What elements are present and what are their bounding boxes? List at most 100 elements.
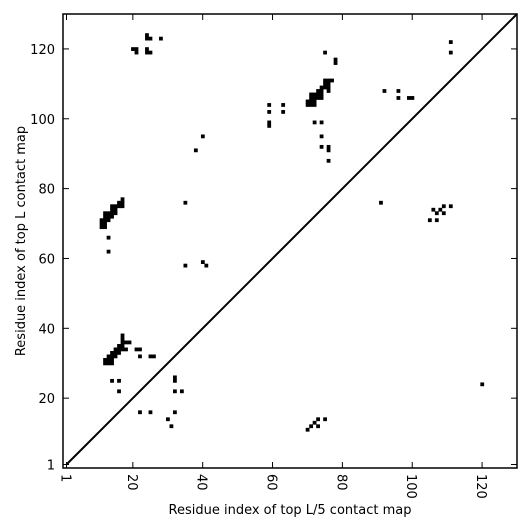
contact-point-top-L xyxy=(319,89,324,93)
contact-point-top-L xyxy=(113,207,118,212)
contact-point-top-L xyxy=(148,36,153,41)
x-axis-title: Residue index of top L/5 contact map xyxy=(169,503,412,518)
contact-point-top-L xyxy=(330,78,334,83)
y-axis-title: Residue index of top L contact map xyxy=(14,126,29,356)
contact-point-top-L xyxy=(183,200,188,205)
contact-point-top-L xyxy=(323,78,327,83)
contact-point-top-L xyxy=(120,347,125,352)
y-tick-label: 1 xyxy=(47,459,55,474)
x-tick-label: 120 xyxy=(473,474,488,499)
contact-point-top-L xyxy=(110,207,114,212)
contact-point-top-L xyxy=(316,96,320,100)
contact-point-top-L xyxy=(309,103,313,107)
contact-point-top-L xyxy=(406,96,411,100)
contact-point-top-L xyxy=(145,47,149,51)
contact-point-top-L xyxy=(323,50,327,55)
contact-point-top-L xyxy=(434,211,439,216)
contact-point-top-L xyxy=(312,92,317,97)
x-axis: 1 20 40 60 80 100 120 xyxy=(57,14,488,499)
contact-point-top-L xyxy=(204,263,209,268)
contact-point-top-L xyxy=(106,357,111,362)
contact-point-top-L xyxy=(110,361,114,366)
contact-point-top-L xyxy=(113,351,118,355)
contact-point-top-L xyxy=(431,207,436,212)
contact-point-top-L xyxy=(120,204,125,209)
contact-point-top-L xyxy=(326,89,331,93)
contact-point-top-L xyxy=(281,110,286,114)
contact-point-top-L xyxy=(319,85,324,90)
contact-points xyxy=(99,33,485,432)
contact-point-top-L xyxy=(326,158,331,163)
contact-point-top-L xyxy=(120,197,125,202)
contact-point-top-L xyxy=(448,50,453,55)
contact-point-top-L xyxy=(173,378,177,383)
contact-point-top-L xyxy=(148,354,153,359)
contact-point-top-L xyxy=(99,225,104,230)
contact-point-top-L xyxy=(120,200,125,205)
contact-point-top-L xyxy=(103,211,107,216)
contact-point-top-L xyxy=(113,204,118,209)
contact-point-top-L xyxy=(103,214,107,219)
contact-point-top-L xyxy=(117,204,121,209)
contact-point-top-L xyxy=(448,40,453,44)
contact-point-top-L xyxy=(113,354,118,359)
contact-point-top-L xyxy=(305,103,310,107)
contact-point-top-L xyxy=(120,344,125,348)
contact-point-top-L xyxy=(323,82,327,86)
contact-point-top-L xyxy=(173,410,177,415)
x-tick-label: 1 xyxy=(57,474,72,482)
contact-point-top-L xyxy=(326,148,331,153)
y-tick-label: 80 xyxy=(38,183,55,198)
contact-point-top-L xyxy=(106,211,111,216)
contact-point-top-L xyxy=(382,89,387,93)
contact-point-top-L xyxy=(193,148,198,153)
contact-point-top-L xyxy=(173,389,177,394)
contact-point-top-L xyxy=(312,103,317,107)
contact-point-top-L xyxy=(323,85,327,90)
contact-point-top-L xyxy=(309,96,313,100)
contact-point-top-L xyxy=(179,389,184,394)
contact-point-top-L xyxy=(131,47,135,51)
contact-point-top-L xyxy=(316,92,320,97)
contact-point-top-L xyxy=(113,347,118,352)
contact-point-top-L xyxy=(110,351,114,355)
contact-point-top-L xyxy=(145,50,149,55)
contact-point-top-L xyxy=(438,207,443,212)
diagonal-line xyxy=(65,13,518,466)
contact-point-top-L xyxy=(312,96,317,100)
contact-point-top-L xyxy=(326,78,331,83)
contact-point-top-L xyxy=(99,218,104,223)
contact-point-top-L xyxy=(159,36,163,41)
contact-point-top-L xyxy=(326,144,331,149)
x-tick-label: 20 xyxy=(124,474,139,491)
contact-point-top-L xyxy=(148,50,153,55)
contact-point-top-L5 xyxy=(316,417,320,422)
contact-point-top-L xyxy=(134,50,139,55)
contact-point-top-L xyxy=(480,382,485,387)
contact-point-top-L xyxy=(326,82,331,86)
contact-point-top-L xyxy=(106,218,111,223)
contact-point-top-L xyxy=(267,120,272,125)
x-tick-label: 40 xyxy=(194,474,209,491)
contact-point-top-L xyxy=(267,110,272,114)
contact-point-top-L xyxy=(169,424,174,429)
contact-point-top-L xyxy=(152,354,156,359)
y-tick-label: 20 xyxy=(38,392,55,407)
contact-point-top-L xyxy=(110,204,114,209)
contact-point-top-L xyxy=(333,61,338,65)
x-tick-label: 100 xyxy=(403,474,418,499)
contact-point-top-L5 xyxy=(305,427,310,432)
contact-point-top-L xyxy=(110,378,114,383)
contact-point-top-L xyxy=(441,211,446,216)
contact-point-top-L xyxy=(281,103,286,107)
y-tick-label: 120 xyxy=(30,43,55,58)
contact-point-top-L xyxy=(148,410,153,415)
contact-point-top-L xyxy=(117,200,121,205)
contact-point-top-L xyxy=(173,375,177,380)
contact-point-top-L xyxy=(448,204,453,209)
contact-point-top-L xyxy=(379,200,383,205)
contact-point-top-L xyxy=(120,333,125,338)
contact-point-top-L xyxy=(117,378,121,383)
